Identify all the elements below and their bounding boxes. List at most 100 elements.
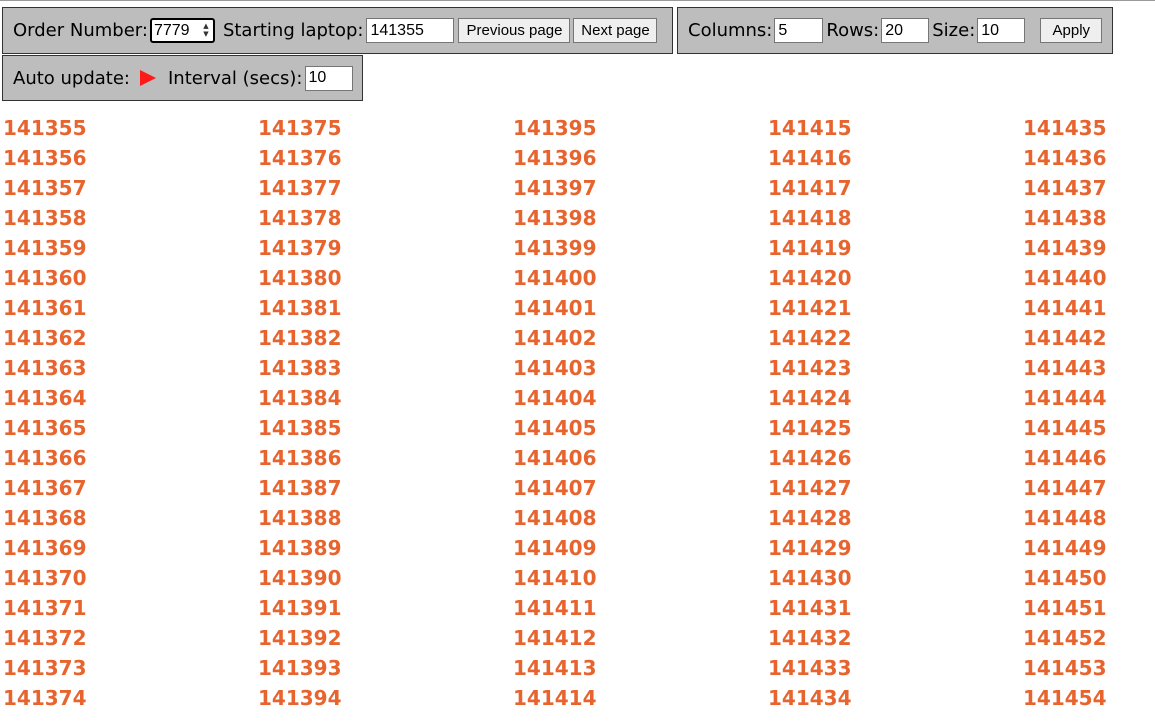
size-input[interactable]: [977, 18, 1026, 43]
laptop-number[interactable]: 141368: [3, 506, 87, 530]
laptop-number[interactable]: 141439: [1023, 236, 1107, 260]
laptop-number[interactable]: 141392: [258, 626, 342, 650]
laptop-number[interactable]: 141424: [768, 386, 852, 410]
interval-input[interactable]: [304, 65, 353, 91]
laptop-number[interactable]: 141381: [258, 296, 342, 320]
laptop-number[interactable]: 141429: [768, 536, 852, 560]
laptop-number[interactable]: 141362: [3, 326, 87, 350]
laptop-number[interactable]: 141441: [1023, 296, 1107, 320]
stepper-arrows-icon[interactable]: ▲ ▼: [203, 22, 209, 38]
laptop-number[interactable]: 141355: [3, 116, 87, 140]
laptop-number[interactable]: 141436: [1023, 146, 1107, 170]
laptop-number[interactable]: 141377: [258, 176, 342, 200]
laptop-number[interactable]: 141387: [258, 476, 342, 500]
laptop-number[interactable]: 141413: [513, 656, 597, 680]
laptop-number[interactable]: 141367: [3, 476, 87, 500]
laptop-number[interactable]: 141415: [768, 116, 852, 140]
laptop-number[interactable]: 141375: [258, 116, 342, 140]
laptop-number[interactable]: 141421: [768, 296, 852, 320]
next-page-button[interactable]: Next page: [573, 18, 658, 43]
laptop-number[interactable]: 141397: [513, 176, 597, 200]
laptop-number[interactable]: 141374: [3, 686, 87, 710]
play-icon[interactable]: [140, 70, 156, 86]
laptop-number[interactable]: 141416: [768, 146, 852, 170]
laptop-number[interactable]: 141402: [513, 326, 597, 350]
laptop-number[interactable]: 141372: [3, 626, 87, 650]
laptop-number[interactable]: 141420: [768, 266, 852, 290]
laptop-number[interactable]: 141452: [1023, 626, 1107, 650]
laptop-number[interactable]: 141385: [258, 416, 342, 440]
laptop-number[interactable]: 141382: [258, 326, 342, 350]
laptop-number[interactable]: 141379: [258, 236, 342, 260]
rows-input[interactable]: [881, 18, 930, 43]
laptop-number[interactable]: 141431: [768, 596, 852, 620]
order-number-stepper[interactable]: ▲▼: [149, 18, 215, 43]
laptop-number[interactable]: 141418: [768, 206, 852, 230]
laptop-number[interactable]: 141360: [3, 266, 87, 290]
laptop-number[interactable]: 141365: [3, 416, 87, 440]
laptop-number[interactable]: 141425: [768, 416, 852, 440]
laptop-number[interactable]: 141442: [1023, 326, 1107, 350]
laptop-number[interactable]: 141422: [768, 326, 852, 350]
laptop-number[interactable]: 141454: [1023, 686, 1107, 710]
laptop-number[interactable]: 141435: [1023, 116, 1107, 140]
laptop-number[interactable]: 141447: [1023, 476, 1107, 500]
laptop-number[interactable]: 141434: [768, 686, 852, 710]
laptop-number[interactable]: 141414: [513, 686, 597, 710]
laptop-number[interactable]: 141423: [768, 356, 852, 380]
laptop-number[interactable]: 141396: [513, 146, 597, 170]
previous-page-button[interactable]: Previous page: [458, 18, 571, 43]
laptop-number[interactable]: 141403: [513, 356, 597, 380]
laptop-number[interactable]: 141369: [3, 536, 87, 560]
laptop-number[interactable]: 141376: [258, 146, 342, 170]
laptop-number[interactable]: 141437: [1023, 176, 1107, 200]
laptop-number[interactable]: 141446: [1023, 446, 1107, 470]
laptop-number[interactable]: 141401: [513, 296, 597, 320]
laptop-number[interactable]: 141427: [768, 476, 852, 500]
laptop-number[interactable]: 141440: [1023, 266, 1107, 290]
laptop-number[interactable]: 141405: [513, 416, 597, 440]
laptop-number[interactable]: 141366: [3, 446, 87, 470]
laptop-number[interactable]: 141395: [513, 116, 597, 140]
laptop-number[interactable]: 141361: [3, 296, 87, 320]
columns-input[interactable]: [774, 18, 824, 43]
laptop-number[interactable]: 141408: [513, 506, 597, 530]
laptop-number[interactable]: 141448: [1023, 506, 1107, 530]
laptop-number[interactable]: 141426: [768, 446, 852, 470]
laptop-number[interactable]: 141407: [513, 476, 597, 500]
laptop-number[interactable]: 141390: [258, 566, 342, 590]
starting-laptop-input[interactable]: [366, 18, 455, 43]
laptop-number[interactable]: 141380: [258, 266, 342, 290]
laptop-number[interactable]: 141419: [768, 236, 852, 260]
laptop-number[interactable]: 141428: [768, 506, 852, 530]
laptop-number[interactable]: 141393: [258, 656, 342, 680]
laptop-number[interactable]: 141406: [513, 446, 597, 470]
laptop-number[interactable]: 141412: [513, 626, 597, 650]
laptop-number[interactable]: 141386: [258, 446, 342, 470]
laptop-number[interactable]: 141430: [768, 566, 852, 590]
laptop-number[interactable]: 141409: [513, 536, 597, 560]
laptop-number[interactable]: 141404: [513, 386, 597, 410]
laptop-number[interactable]: 141384: [258, 386, 342, 410]
laptop-number[interactable]: 141373: [3, 656, 87, 680]
laptop-number[interactable]: 141388: [258, 506, 342, 530]
laptop-number[interactable]: 141399: [513, 236, 597, 260]
laptop-number[interactable]: 141438: [1023, 206, 1107, 230]
laptop-number[interactable]: 141359: [3, 236, 87, 260]
laptop-number[interactable]: 141449: [1023, 536, 1107, 560]
laptop-number[interactable]: 141432: [768, 626, 852, 650]
laptop-number[interactable]: 141450: [1023, 566, 1107, 590]
order-number-input[interactable]: [151, 20, 200, 41]
laptop-number[interactable]: 141445: [1023, 416, 1107, 440]
laptop-number[interactable]: 141370: [3, 566, 87, 590]
laptop-number[interactable]: 141364: [3, 386, 87, 410]
laptop-number[interactable]: 141363: [3, 356, 87, 380]
laptop-number[interactable]: 141451: [1023, 596, 1107, 620]
laptop-number[interactable]: 141444: [1023, 386, 1107, 410]
laptop-number[interactable]: 141443: [1023, 356, 1107, 380]
laptop-number[interactable]: 141357: [3, 176, 87, 200]
laptop-number[interactable]: 141391: [258, 596, 342, 620]
laptop-number[interactable]: 141398: [513, 206, 597, 230]
laptop-number[interactable]: 141417: [768, 176, 852, 200]
laptop-number[interactable]: 141371: [3, 596, 87, 620]
